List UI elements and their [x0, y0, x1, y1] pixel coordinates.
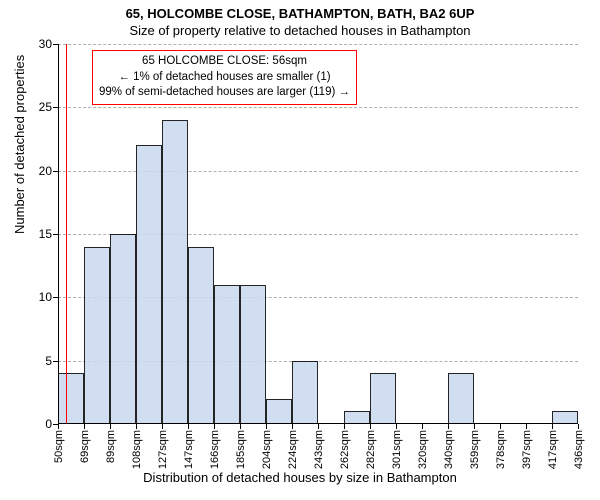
x-tick-mark: [552, 424, 553, 429]
x-tick-label: 108sqm: [129, 430, 143, 469]
x-axis-line: [58, 423, 578, 424]
x-tick-mark: [526, 424, 527, 429]
x-tick-mark: [110, 424, 111, 429]
histogram-bar: [370, 373, 396, 424]
x-tick-label: 89sqm: [103, 430, 117, 463]
histogram-bar: [136, 145, 162, 424]
annotation-line: 99% of semi-detached houses are larger (…: [99, 85, 350, 101]
x-tick-mark: [422, 424, 423, 429]
histogram-bar: [240, 285, 266, 424]
x-tick-label: 340sqm: [441, 430, 455, 469]
x-tick-label: 204sqm: [259, 430, 273, 469]
histogram-bar: [448, 373, 474, 424]
x-tick-label: 282sqm: [363, 430, 377, 469]
x-tick-label: 69sqm: [77, 430, 91, 463]
x-tick-mark: [578, 424, 579, 429]
histogram-bar: [214, 285, 240, 424]
x-tick-mark: [240, 424, 241, 429]
histogram-bar: [292, 361, 318, 424]
x-tick-mark: [188, 424, 189, 429]
histogram-bar: [84, 247, 110, 424]
histogram-bar: [58, 373, 84, 424]
y-axis-label: Number of detached properties: [12, 55, 27, 234]
x-tick-mark: [500, 424, 501, 429]
histogram-bar: [266, 399, 292, 424]
x-tick-label: 262sqm: [337, 430, 351, 469]
x-tick-mark: [162, 424, 163, 429]
x-tick-label: 147sqm: [181, 430, 195, 469]
plot-area: 05101520253050sqm69sqm89sqm108sqm127sqm1…: [58, 44, 578, 424]
x-tick-label: 417sqm: [545, 430, 559, 469]
x-tick-label: 301sqm: [389, 430, 403, 469]
x-tick-mark: [292, 424, 293, 429]
annotation-line: 65 HOLCOMBE CLOSE: 56sqm: [99, 54, 350, 70]
x-tick-label: 224sqm: [285, 430, 299, 469]
x-tick-label: 320sqm: [415, 430, 429, 469]
x-tick-label: 127sqm: [155, 430, 169, 469]
histogram-bar: [188, 247, 214, 424]
histogram-bar: [162, 120, 188, 424]
gridline: [58, 107, 578, 108]
x-tick-label: 185sqm: [233, 430, 247, 469]
x-tick-mark: [136, 424, 137, 429]
histogram-bar: [110, 234, 136, 424]
x-tick-mark: [318, 424, 319, 429]
x-tick-mark: [474, 424, 475, 429]
x-tick-mark: [344, 424, 345, 429]
x-tick-label: 397sqm: [519, 430, 533, 469]
chart-title: 65, HOLCOMBE CLOSE, BATHAMPTON, BATH, BA…: [0, 0, 600, 21]
x-tick-label: 50sqm: [51, 430, 65, 463]
x-tick-mark: [370, 424, 371, 429]
x-tick-mark: [58, 424, 59, 429]
x-tick-label: 436sqm: [571, 430, 585, 469]
chart-subtitle: Size of property relative to detached ho…: [0, 21, 600, 38]
annotation-line: ← 1% of detached houses are smaller (1): [99, 70, 350, 86]
x-tick-mark: [396, 424, 397, 429]
x-tick-mark: [266, 424, 267, 429]
x-tick-label: 359sqm: [467, 430, 481, 469]
gridline: [58, 44, 578, 45]
annotation-box: 65 HOLCOMBE CLOSE: 56sqm← 1% of detached…: [92, 50, 357, 105]
x-tick-label: 243sqm: [311, 430, 325, 469]
x-tick-label: 378sqm: [493, 430, 507, 469]
marker-line: [66, 44, 67, 424]
x-tick-mark: [448, 424, 449, 429]
x-tick-label: 166sqm: [207, 430, 221, 469]
chart-container: 65, HOLCOMBE CLOSE, BATHAMPTON, BATH, BA…: [0, 0, 600, 500]
x-axis-label: Distribution of detached houses by size …: [0, 470, 600, 485]
x-tick-mark: [84, 424, 85, 429]
x-tick-mark: [214, 424, 215, 429]
y-axis-line: [58, 44, 59, 424]
